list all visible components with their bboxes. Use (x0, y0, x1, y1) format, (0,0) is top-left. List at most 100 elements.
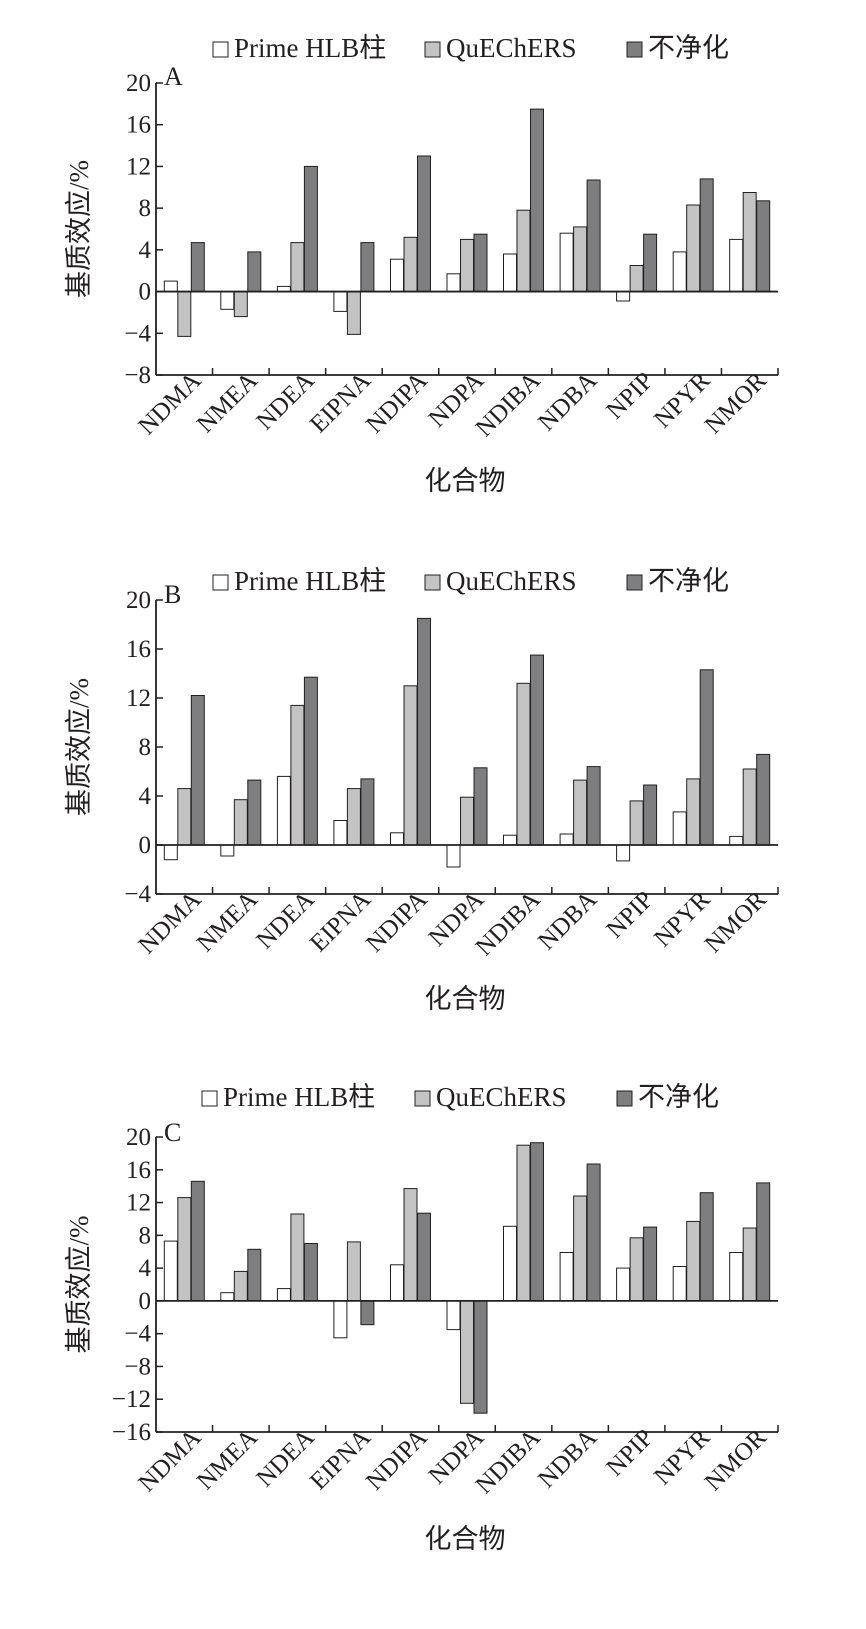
panel-a-y-tick-label: 16 (126, 112, 151, 139)
panel-a-bar-quechers-npyr (686, 204, 701, 293)
panel-a-bar-no-cleanup-ndpa (473, 233, 488, 293)
panel-a-y-tick-label: 4 (139, 237, 152, 264)
panel-a-bar-quechers-ndma (177, 291, 192, 337)
panel-b-bar-no-cleanup-nmea (247, 779, 262, 846)
panel-b-bar-prime-hlb-npyr (672, 811, 687, 846)
panel-b-bar-quechers-ndea (290, 704, 305, 846)
panel-c-x-tick-label-nmea: NMEA (192, 1424, 263, 1495)
panel-a-bar-prime-hlb-ndma (163, 280, 178, 293)
panel-b-bar-quechers-nmea (233, 799, 248, 846)
panel-a-y-tick-label: −4 (124, 320, 151, 347)
panel-a: 201612840−4−8NDMANMEANDEAEIPNANDIPANDPAN… (64, 33, 779, 496)
panel-c-x-tick-label-eipna: EIPNA (305, 1424, 376, 1495)
panel-a-bar-quechers-ndiba (516, 209, 531, 292)
panel-b-y-axis-title: 基质效应/% (64, 678, 94, 816)
panel-c-legend-swatch-prime-hlb (201, 1090, 218, 1107)
panel-a-legend-label-no-cleanup: 不净化 (648, 33, 729, 63)
panel-a-x-tick-label-ndea: NDEA (251, 367, 319, 435)
panel-c-y-tick-label: −8 (124, 1353, 151, 1380)
panel-b-bar-quechers-nmor (742, 768, 757, 846)
panel-c-bar-no-cleanup-ndma (190, 1180, 205, 1302)
panel-b-x-tick-label-ndipa: NDIPA (361, 886, 432, 957)
panel-b-bar-quechers-ndiba (516, 682, 531, 846)
panel-c-bar-prime-hlb-ndba (559, 1252, 574, 1302)
panel-a-bar-no-cleanup-ndma (190, 242, 205, 293)
panel-b-label: B (164, 580, 181, 609)
panel-c-bar-no-cleanup-eipna (360, 1300, 375, 1326)
panel-c-bar-prime-hlb-npip (616, 1267, 631, 1302)
panel-b-x-tick-label-eipna: EIPNA (305, 886, 376, 957)
panel-a-bar-quechers-npip (629, 265, 644, 293)
panel-a-x-tick-label-nmea: NMEA (192, 367, 263, 438)
panel-b-bar-quechers-npyr (686, 778, 701, 846)
panel-a-bar-prime-hlb-nmor (729, 238, 744, 292)
panel-b-y-tick-label: 20 (126, 587, 151, 614)
panel-a-y-axis-title: 基质效应/% (64, 160, 94, 298)
panel-c-bar-prime-hlb-npyr (672, 1266, 687, 1302)
panel-c-bar-prime-hlb-ndpa (446, 1300, 461, 1331)
panel-a-bar-prime-hlb-ndiba (503, 253, 517, 292)
panel-c-bar-quechers-nmor (742, 1227, 757, 1302)
panel-c-bar-no-cleanup-nmea (247, 1248, 262, 1302)
panel-a-bar-no-cleanup-ndiba (530, 108, 544, 293)
panel-c-bar-prime-hlb-nmea (220, 1292, 235, 1302)
panel-a-y-tick-label: 20 (126, 70, 151, 97)
panel-a-legend-swatch-prime-hlb (212, 41, 229, 58)
panel-b-y-tick-label: 0 (139, 832, 152, 859)
panel-c-y-tick-label: −16 (112, 1419, 151, 1446)
panel-b-bar-quechers-ndipa (403, 685, 418, 846)
panel-b-bar-prime-hlb-ndma (163, 844, 178, 861)
panel-c-y-tick-label: 16 (126, 1157, 151, 1184)
panel-a-legend-label-quechers: QuEChERS (446, 33, 577, 63)
panel-a-bar-no-cleanup-ndea (303, 165, 318, 292)
panel-b-legend-label-prime-hlb: Prime HLB柱 (234, 566, 386, 596)
panel-a-bar-prime-hlb-ndipa (390, 258, 404, 293)
panel-a-x-tick-label-ndipa: NDIPA (361, 367, 432, 438)
panel-c-bar-no-cleanup-nmor (756, 1182, 771, 1302)
panel-b-bar-no-cleanup-nmor (756, 753, 771, 846)
panel-b-bar-quechers-eipna (346, 788, 361, 846)
panel-c-bar-prime-hlb-ndma (163, 1240, 178, 1302)
panel-a-x-tick-label-ndiba: NDIBA (471, 367, 546, 442)
panel-b-bar-prime-hlb-ndba (559, 833, 574, 846)
panel-b-legend-swatch-no-cleanup (626, 574, 643, 591)
panel-b-legend-label-no-cleanup: 不净化 (648, 566, 729, 596)
panel-c-x-tick-label-ndea: NDEA (251, 1424, 319, 1492)
panel-c-x-tick-label-ndba: NDBA (533, 1424, 602, 1493)
panel-c-bar-no-cleanup-ndpa (473, 1300, 488, 1414)
panel-b-y-tick-label: 4 (139, 783, 152, 810)
panel-b-y-tick-label: 8 (139, 734, 152, 761)
panel-c-legend-swatch-quechers (414, 1090, 431, 1107)
panel-c-legend-label-quechers: QuEChERS (436, 1082, 567, 1112)
panel-a-legend-swatch-no-cleanup (626, 41, 643, 58)
panel-c-x-axis-title: 化合物 (425, 1524, 506, 1554)
panel-b-bar-prime-hlb-ndpa (446, 844, 461, 868)
panel-b-bar-prime-hlb-ndipa (390, 832, 404, 846)
panel-c-bar-quechers-ndpa (460, 1300, 474, 1404)
panel-c-bar-quechers-ndipa (403, 1188, 418, 1302)
panel-a-bar-quechers-ndipa (403, 236, 418, 293)
panel-a-y-tick-label: 0 (139, 279, 152, 306)
panel-b-bar-no-cleanup-ndiba (530, 654, 544, 846)
panel-c-bar-prime-hlb-nmor (729, 1252, 744, 1302)
panel-c-bar-quechers-ndiba (516, 1144, 531, 1302)
panel-b-bar-no-cleanup-npip (643, 784, 658, 846)
panel-c-label: C (164, 1118, 181, 1147)
panel-c-bar-quechers-ndea (290, 1213, 305, 1302)
panel-a-bar-quechers-eipna (346, 291, 361, 335)
panel-a-bar-prime-hlb-npyr (672, 251, 687, 292)
panel-b-bar-prime-hlb-npip (616, 844, 631, 862)
panel-b-bar-no-cleanup-ndea (303, 676, 318, 846)
panel-a-bar-quechers-nmea (233, 291, 248, 318)
panel-a-legend-label-prime-hlb: Prime HLB柱 (234, 33, 386, 63)
panel-a-x-axis-title: 化合物 (425, 466, 506, 496)
panel-a-x-tick-label-nmor: NMOR (700, 367, 772, 439)
panel-c-x-tick-label-nmor: NMOR (700, 1424, 772, 1496)
panel-a-bar-no-cleanup-ndipa (417, 155, 431, 293)
panel-c-legend-swatch-no-cleanup (616, 1090, 633, 1107)
panel-b-legend-label-quechers: QuEChERS (446, 566, 577, 596)
panel-b-bar-no-cleanup-ndipa (417, 617, 431, 846)
panel-b-bar-prime-hlb-nmor (729, 835, 744, 846)
panel-a-bar-quechers-nmor (742, 192, 757, 293)
